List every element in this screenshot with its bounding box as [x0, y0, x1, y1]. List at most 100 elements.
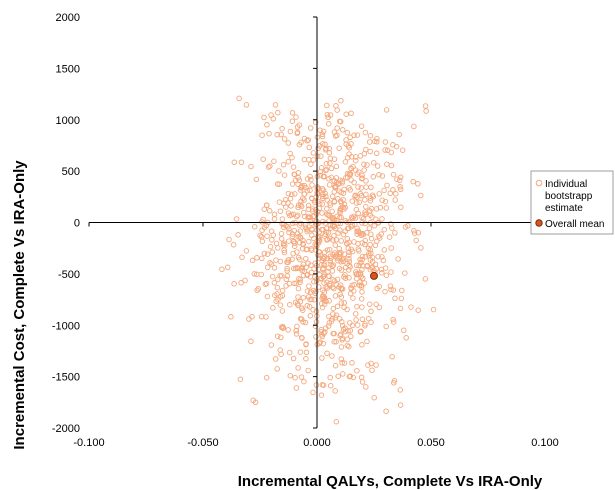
bootstrap-point [286, 280, 293, 287]
bootstrap-point [265, 164, 272, 170]
bootstrap-point [325, 273, 332, 279]
bootstrap-point [274, 333, 281, 339]
bootstrap-point [293, 114, 299, 120]
bootstrap-point [287, 372, 294, 379]
bootstrap-point [322, 329, 328, 335]
bootstrap-point [257, 232, 263, 239]
bootstrap-point [295, 233, 301, 240]
bootstrap-point [380, 257, 387, 264]
bootstrap-point [348, 141, 354, 147]
bootstrap-point [310, 157, 317, 163]
bootstrap-point [342, 159, 349, 165]
bootstrap-point [324, 236, 331, 243]
bootstrap-point [285, 223, 291, 230]
bootstrap-point [329, 353, 335, 359]
bootstrap-point [338, 259, 344, 265]
bootstrap-point [328, 318, 335, 324]
bootstrap-point [243, 102, 250, 108]
bootstrap-point [367, 241, 373, 248]
bootstrap-point [273, 240, 280, 247]
bootstrap-point [397, 402, 404, 408]
bootstrap-point [331, 278, 338, 284]
bootstrap-point [335, 195, 341, 202]
bootstrap-point [281, 240, 287, 247]
bootstrap-point [300, 209, 307, 216]
bootstrap-point [345, 154, 351, 161]
bootstrap-point [342, 328, 349, 335]
bootstrap-point [249, 313, 255, 320]
bootstrap-point [320, 128, 327, 135]
bootstrap-point [258, 313, 265, 320]
bootstrap-point [305, 202, 312, 209]
bootstrap-point [291, 243, 298, 249]
bootstrap-point [388, 245, 394, 251]
bootstrap-point [354, 231, 360, 237]
bootstrap-point [326, 182, 333, 188]
bootstrap-point [364, 162, 370, 168]
bootstrap-point [291, 227, 298, 234]
bootstrap-point [283, 204, 289, 210]
bootstrap-point [329, 193, 336, 200]
y-tick-label: 0 [74, 218, 80, 230]
bootstrap-point [320, 191, 326, 198]
bootstrap-point [285, 158, 292, 165]
bootstrap-point [315, 284, 322, 290]
bootstrap-point [338, 189, 344, 196]
bootstrap-point [238, 159, 245, 165]
bootstrap-point [326, 246, 333, 253]
bootstrap-point [303, 355, 309, 362]
bootstrap-point [263, 222, 269, 229]
bootstrap-point [324, 285, 331, 291]
bootstrap-point [387, 190, 393, 197]
bootstrap-point [268, 261, 275, 267]
bootstrap-point [422, 276, 429, 282]
bootstrap-point [354, 303, 360, 310]
bootstrap-point [422, 103, 429, 109]
bootstrap-point [284, 273, 291, 279]
bootstrap-point [327, 253, 334, 259]
bootstrap-point [399, 147, 406, 153]
bootstrap-point [337, 198, 344, 204]
legend-bootstrap-label-line1: Individual [545, 179, 587, 190]
bootstrap-point [231, 281, 237, 287]
bootstrap-point [299, 305, 305, 311]
bootstrap-point [396, 177, 403, 184]
bootstrap-point [337, 291, 343, 298]
bootstrap-point [360, 231, 367, 238]
y-tick-label: 2000 [56, 12, 80, 24]
bootstrap-point [358, 282, 365, 288]
bootstrap-point [318, 275, 324, 282]
bootstrap-point [344, 336, 351, 342]
bootstrap-point [346, 249, 352, 256]
bootstrap-point [376, 191, 382, 197]
bootstrap-point [362, 129, 369, 136]
bootstrap-point [290, 355, 297, 362]
bootstrap-point [361, 167, 367, 173]
bootstrap-point [343, 111, 349, 117]
bootstrap-point [327, 202, 334, 208]
bootstrap-point [267, 260, 273, 266]
bootstrap-point [319, 355, 325, 361]
bootstrap-point [311, 279, 317, 285]
bootstrap-point [362, 211, 368, 218]
bootstrap-point [319, 131, 326, 138]
bootstrap-point [330, 305, 337, 312]
bootstrap-point [338, 356, 345, 362]
bootstrap-point [375, 253, 381, 260]
bootstrap-point [293, 385, 300, 391]
bootstrap-point [313, 288, 319, 295]
bootstrap-point [296, 276, 302, 282]
bootstrap-point [305, 206, 312, 212]
bootstrap-point [321, 233, 328, 239]
bootstrap-point [255, 286, 262, 292]
bootstrap-point [319, 210, 325, 216]
bootstrap-point [322, 167, 329, 174]
bootstrap-point [370, 159, 377, 166]
bootstrap-point [307, 173, 313, 180]
bootstrap-point [366, 301, 373, 307]
bootstrap-point [310, 287, 317, 294]
bootstrap-point [288, 203, 294, 209]
bootstrap-point [219, 266, 225, 273]
bootstrap-point [359, 214, 365, 221]
bootstrap-point [300, 261, 307, 268]
